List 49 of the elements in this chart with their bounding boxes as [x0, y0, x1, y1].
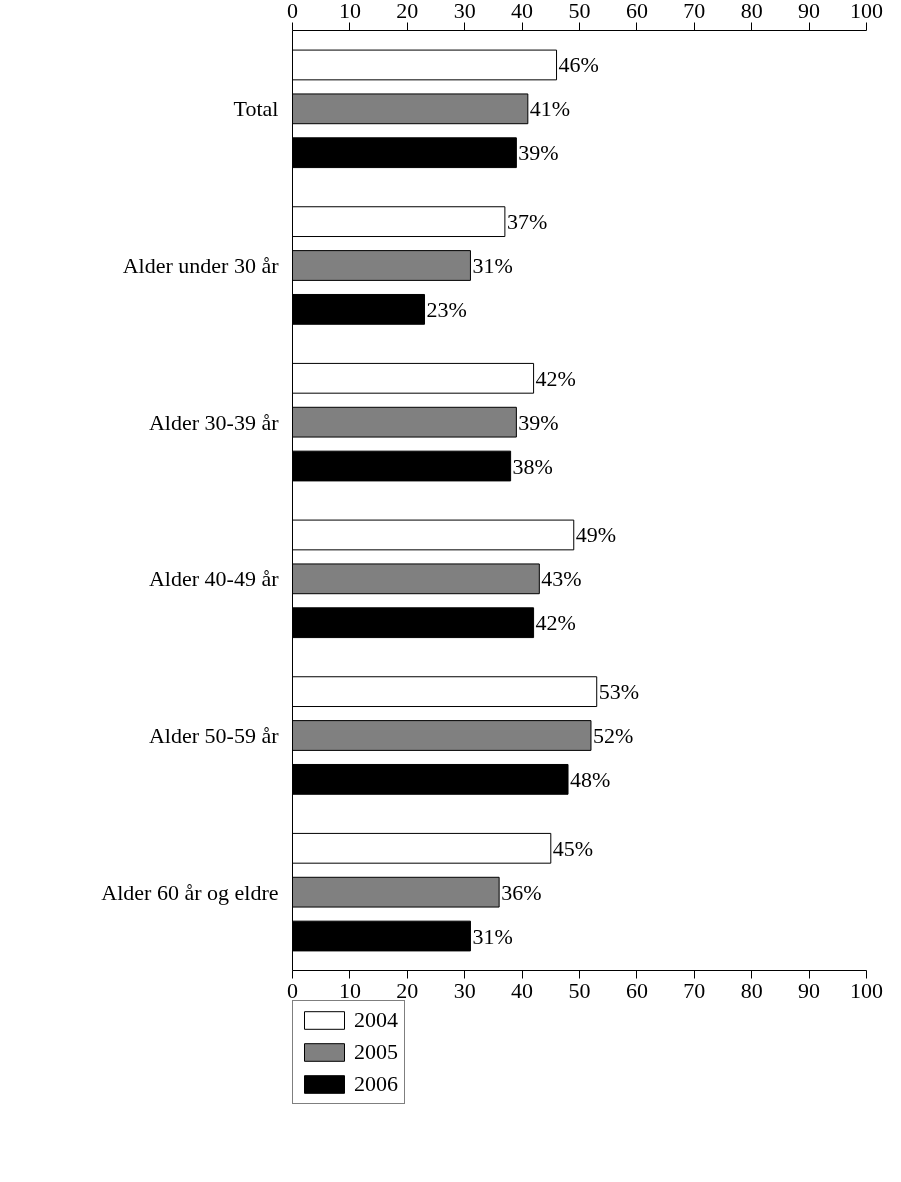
x2-tick-label: 80: [740, 0, 763, 23]
data-label: 36%: [501, 879, 542, 905]
x-tick-label: 100: [850, 977, 883, 1003]
y-tick-label: Alder under 30 år: [122, 253, 280, 278]
x2-tick-label: 10: [338, 0, 361, 23]
data-label: 48%: [570, 766, 611, 792]
data-label: 31%: [472, 923, 513, 949]
y-tick-label: Alder 50-59 år: [148, 723, 280, 748]
x-tick-label: 30: [453, 977, 476, 1003]
x-tick-label: 70: [683, 977, 706, 1003]
data-label: 45%: [552, 835, 594, 861]
x-tick-label: 80: [740, 977, 763, 1003]
data-label: 38%: [512, 453, 553, 479]
data-label: 43%: [541, 566, 582, 592]
x-tick-label: 60: [625, 977, 648, 1003]
x2-tick-label: 70: [683, 0, 706, 23]
x-tick-label: 40: [511, 977, 534, 1003]
data-label: 52%: [592, 723, 634, 748]
legend-label: 2006: [354, 1071, 398, 1097]
data-label: 53%: [598, 679, 640, 705]
y-tick-label: Total: [233, 96, 279, 122]
data-label: 42%: [535, 610, 576, 636]
legend-label: 2004: [354, 1007, 398, 1033]
x-tick-label: 10: [338, 977, 361, 1003]
x2-tick-label: 20: [396, 0, 419, 23]
data-label: 39%: [518, 140, 559, 166]
x2-tick-label: 40: [511, 0, 534, 23]
x2-tick-label: 0: [287, 0, 298, 23]
data-label: 23%: [426, 296, 467, 322]
data-label: 49%: [575, 522, 617, 548]
data-label: 39%: [518, 409, 559, 435]
x2-tick-label: 90: [798, 0, 821, 23]
legend-label: 2005: [354, 1039, 398, 1065]
data-label: 42%: [535, 365, 576, 391]
x2-tick-label: 50: [568, 0, 591, 23]
data-label: 37%: [506, 209, 548, 235]
data-label: 31%: [472, 253, 513, 278]
x-tick-label: 50: [568, 977, 591, 1003]
x-tick-label: 90: [798, 977, 821, 1003]
x2-tick-label: 60: [625, 0, 648, 23]
data-label: 41%: [529, 96, 571, 122]
data-label: 46%: [558, 52, 599, 78]
x2-tick-label: 30: [453, 0, 476, 23]
x2-tick-label: 100: [850, 0, 883, 23]
x-tick-label: 0: [287, 977, 298, 1003]
y-tick-label: Alder 30-39 år: [148, 409, 280, 435]
y-tick-label: Alder 40-49 år: [148, 566, 280, 592]
y-tick-label: Alder 60 år og eldre: [101, 879, 279, 905]
x-tick-label: 20: [396, 977, 419, 1003]
